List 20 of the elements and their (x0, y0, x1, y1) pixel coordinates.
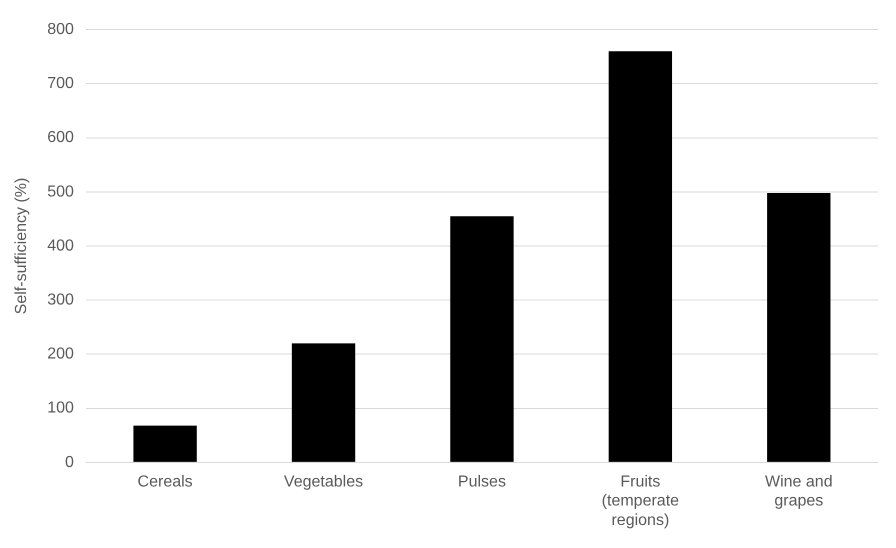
x-tick-label: Vegetables (284, 473, 364, 490)
y-tick-label: 0 (64, 454, 74, 471)
bar (292, 343, 356, 462)
x-tick-label: Cereals (138, 473, 193, 490)
bar (133, 426, 197, 462)
y-tick-label: 100 (47, 400, 74, 417)
y-tick-label: 700 (47, 75, 74, 92)
y-tick-label: 400 (47, 237, 74, 254)
y-tick-label: 200 (47, 346, 74, 363)
x-tick-label: Wine and grapes (764, 473, 833, 510)
y-axis-title: Self-sufficiency (%) (13, 178, 30, 314)
x-tick-label: Fruits (temperate regions) (602, 473, 680, 529)
bar (767, 192, 830, 462)
bar (450, 216, 514, 462)
x-tick-label: Pulses (458, 473, 506, 490)
y-tick-label: 600 (47, 129, 74, 146)
y-tick-label: 300 (47, 292, 74, 309)
y-tick-label: 800 (47, 21, 74, 38)
bar (608, 51, 672, 462)
y-tick-label: 500 (47, 183, 74, 200)
